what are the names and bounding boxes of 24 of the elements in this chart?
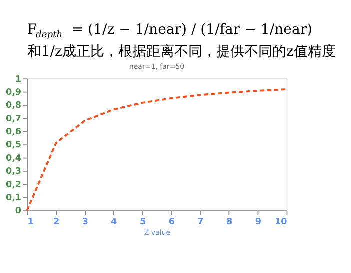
x-tick-label: 4 bbox=[111, 217, 118, 228]
y-tick-label: 0,3 bbox=[6, 167, 22, 178]
y-tick-label: 0,6 bbox=[6, 128, 22, 138]
x-tick-label: 10 bbox=[274, 217, 288, 228]
x-tick-label: 3 bbox=[82, 217, 88, 228]
x-tick-label: 6 bbox=[168, 217, 175, 228]
y-tick-label: 0,2 bbox=[6, 180, 22, 190]
x-tick-label: 1 bbox=[28, 217, 34, 228]
y-tick-label: 0,1 bbox=[6, 194, 22, 204]
y-tick-label: 0,9 bbox=[6, 88, 22, 98]
y-tick-label: 0,8 bbox=[6, 101, 22, 112]
x-tick-label: 7 bbox=[198, 217, 204, 228]
y-tick-label: 0,4 bbox=[6, 154, 22, 164]
chart-title: near=1, far=50 bbox=[129, 62, 185, 71]
x-axis-title: Z value bbox=[144, 228, 171, 237]
y-tick-label: 0,5 bbox=[6, 140, 22, 151]
x-tick-label: 5 bbox=[140, 217, 146, 228]
x-tick-label: 2 bbox=[53, 217, 60, 228]
y-tick-label: 0,7 bbox=[6, 114, 22, 124]
text: 和1/z成正比，根据距离不同，提供不同的z值精度 bbox=[27, 44, 336, 60]
x-tick-label: 8 bbox=[226, 217, 233, 228]
y-tick-label: 1 bbox=[15, 74, 22, 85]
x-tick-label: 9 bbox=[255, 217, 262, 228]
y-tick-label: 0 bbox=[15, 206, 22, 217]
